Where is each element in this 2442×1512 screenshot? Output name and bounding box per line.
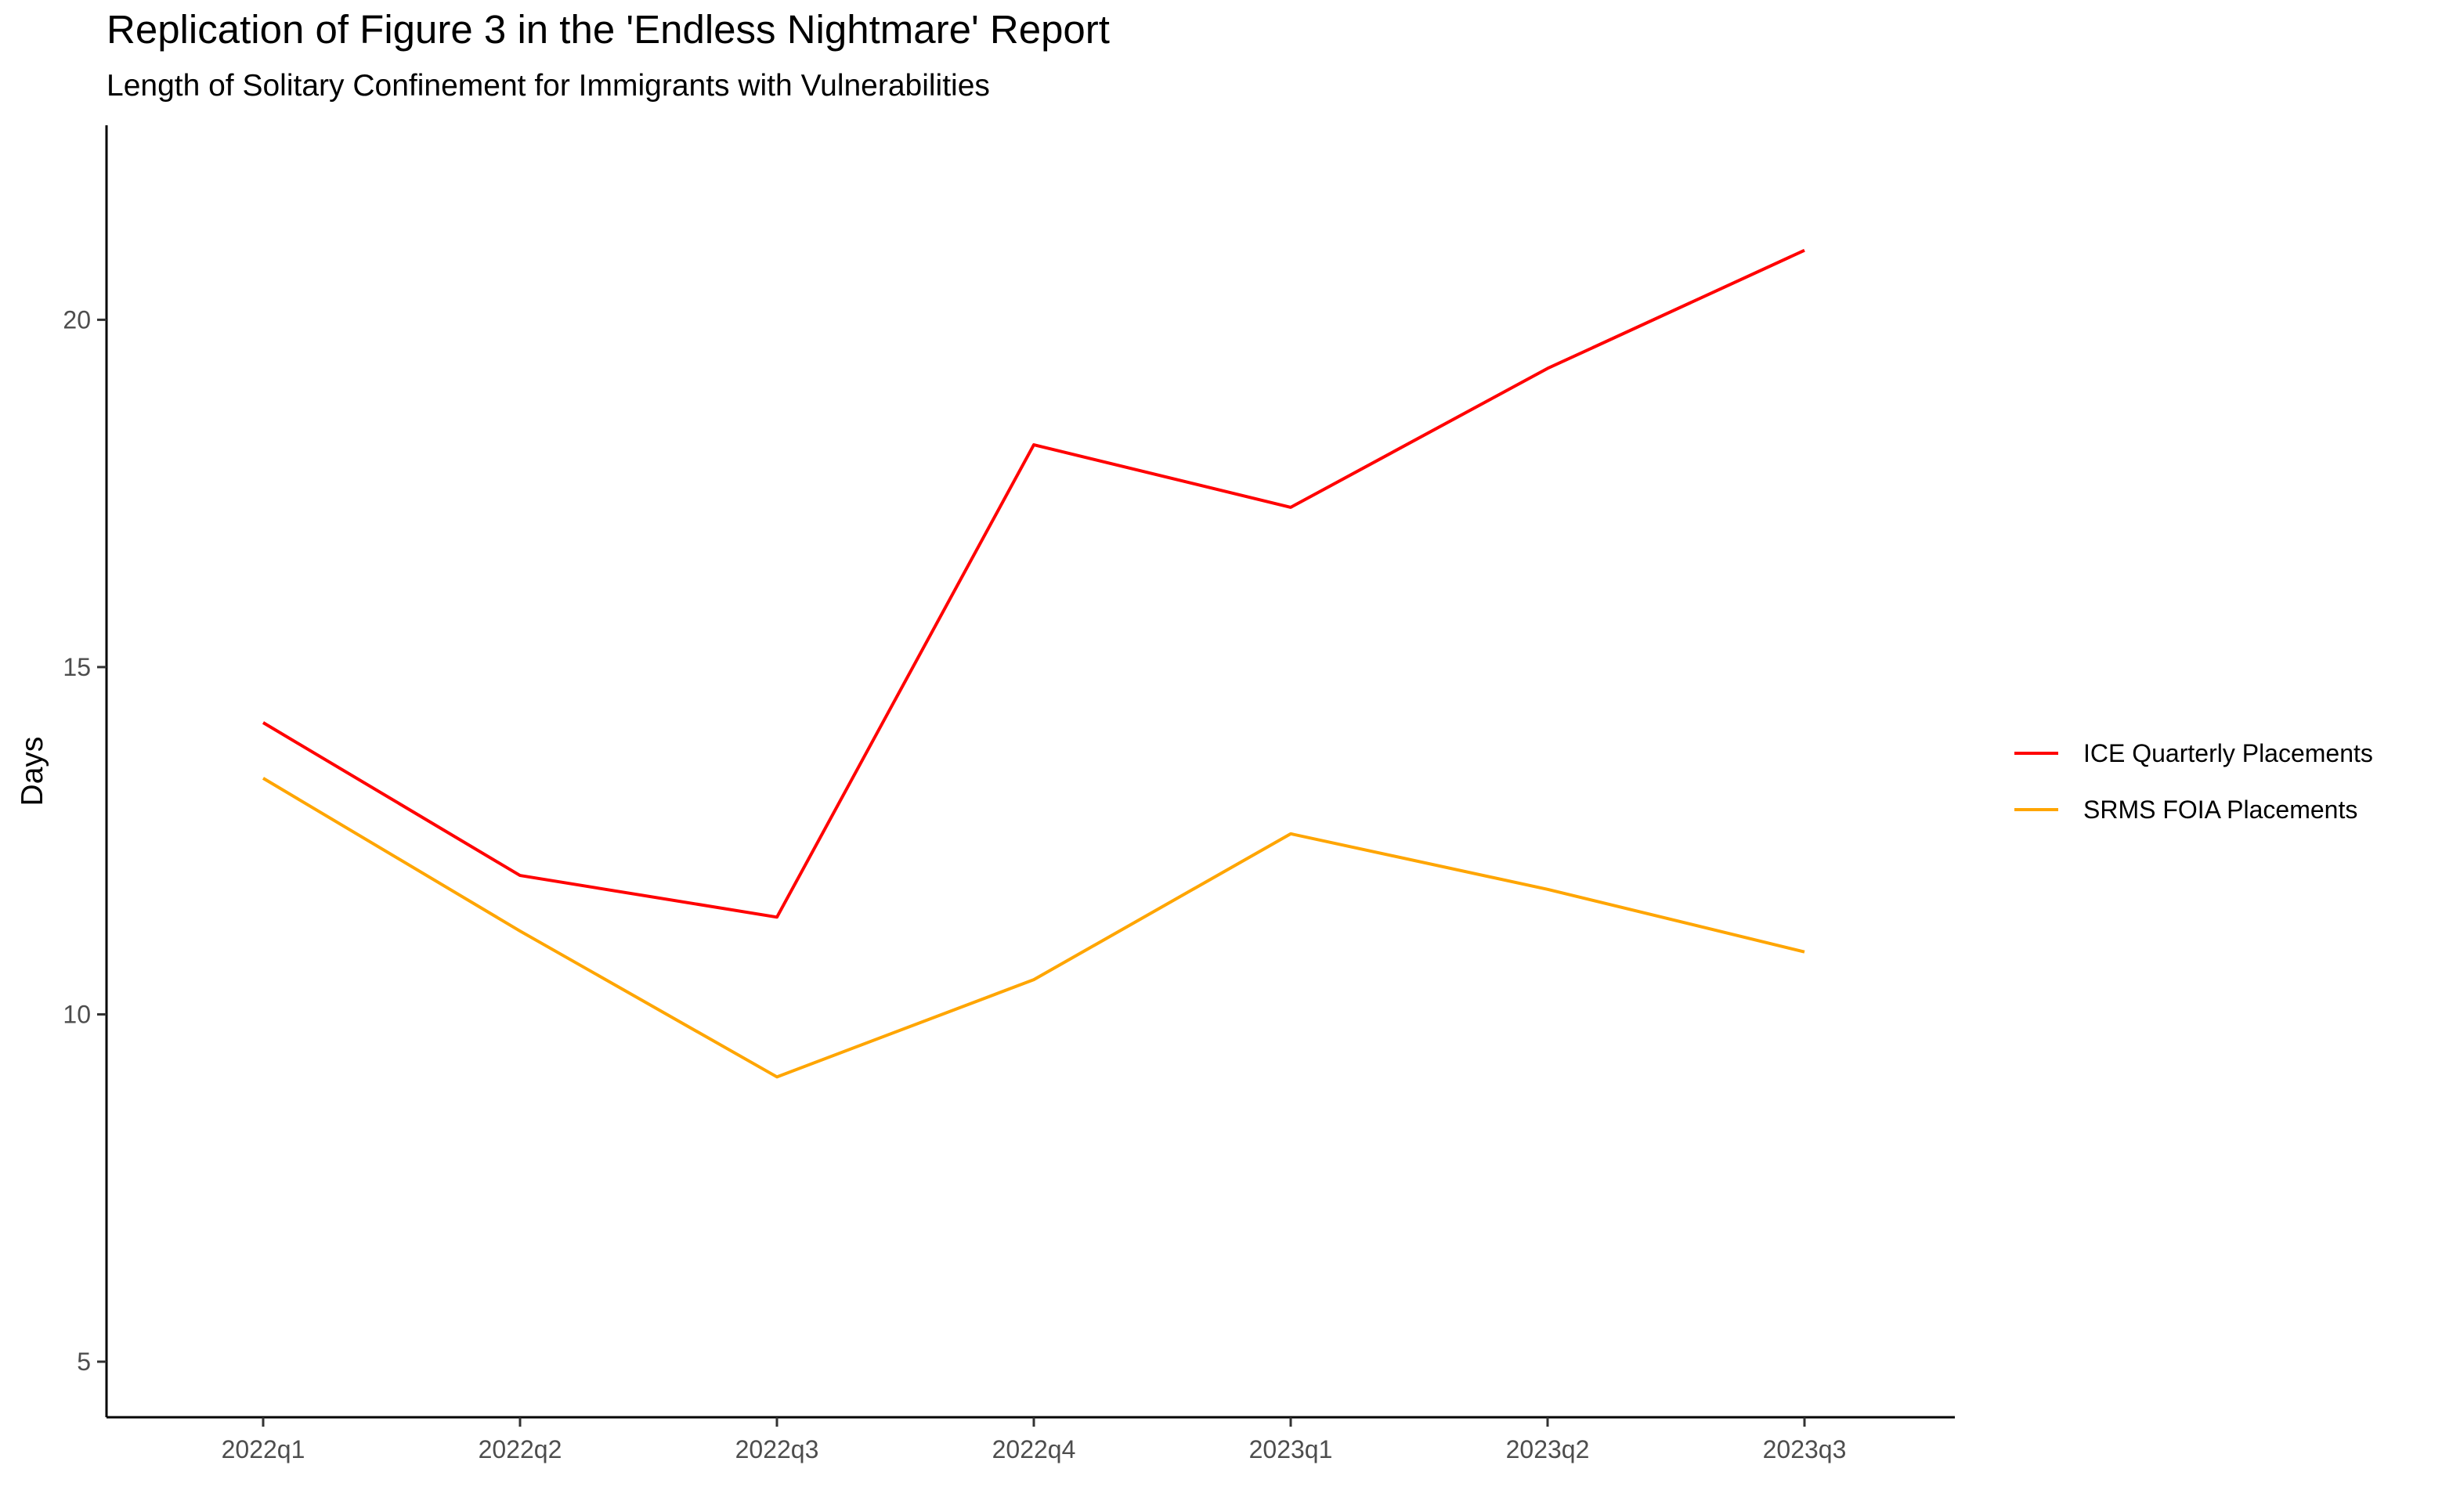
series-lines (262, 248, 1805, 1079)
x-tick-label: 2023q1 (1249, 1435, 1333, 1463)
series-line-0 (262, 248, 1805, 919)
y-tick-label: 20 (63, 305, 91, 334)
axes: 5 10 15 20 2022q1 2022q2 2022q3 2022q4 2023q1 202… (16, 125, 1955, 1463)
y-tick-label: 10 (63, 1000, 91, 1028)
x-tick-label: 2022q1 (222, 1435, 305, 1463)
y-axis-title: Days (16, 737, 49, 807)
y-tick-label: 5 (77, 1348, 91, 1376)
legend-label-1: SRMS FOIA Placements (2083, 796, 2357, 824)
y-tick-label: 15 (63, 653, 91, 681)
x-tick-label: 2022q4 (992, 1435, 1076, 1463)
x-tick-label: 2023q2 (1506, 1435, 1590, 1463)
chart-subtitle: Length of Solitary Confinement for Immig… (107, 69, 990, 103)
x-tick-label: 2022q3 (735, 1435, 819, 1463)
legend: ICE Quarterly Placements SRMS FOIA Placem… (2014, 739, 2373, 824)
x-tick-label: 2023q3 (1763, 1435, 1847, 1463)
legend-label-0: ICE Quarterly Placements (2083, 739, 2373, 767)
chart-title: Replication of Figure 3 in the 'Endless … (107, 7, 1110, 52)
x-tick-label: 2022q2 (479, 1435, 562, 1463)
series-line-1 (262, 777, 1805, 1079)
